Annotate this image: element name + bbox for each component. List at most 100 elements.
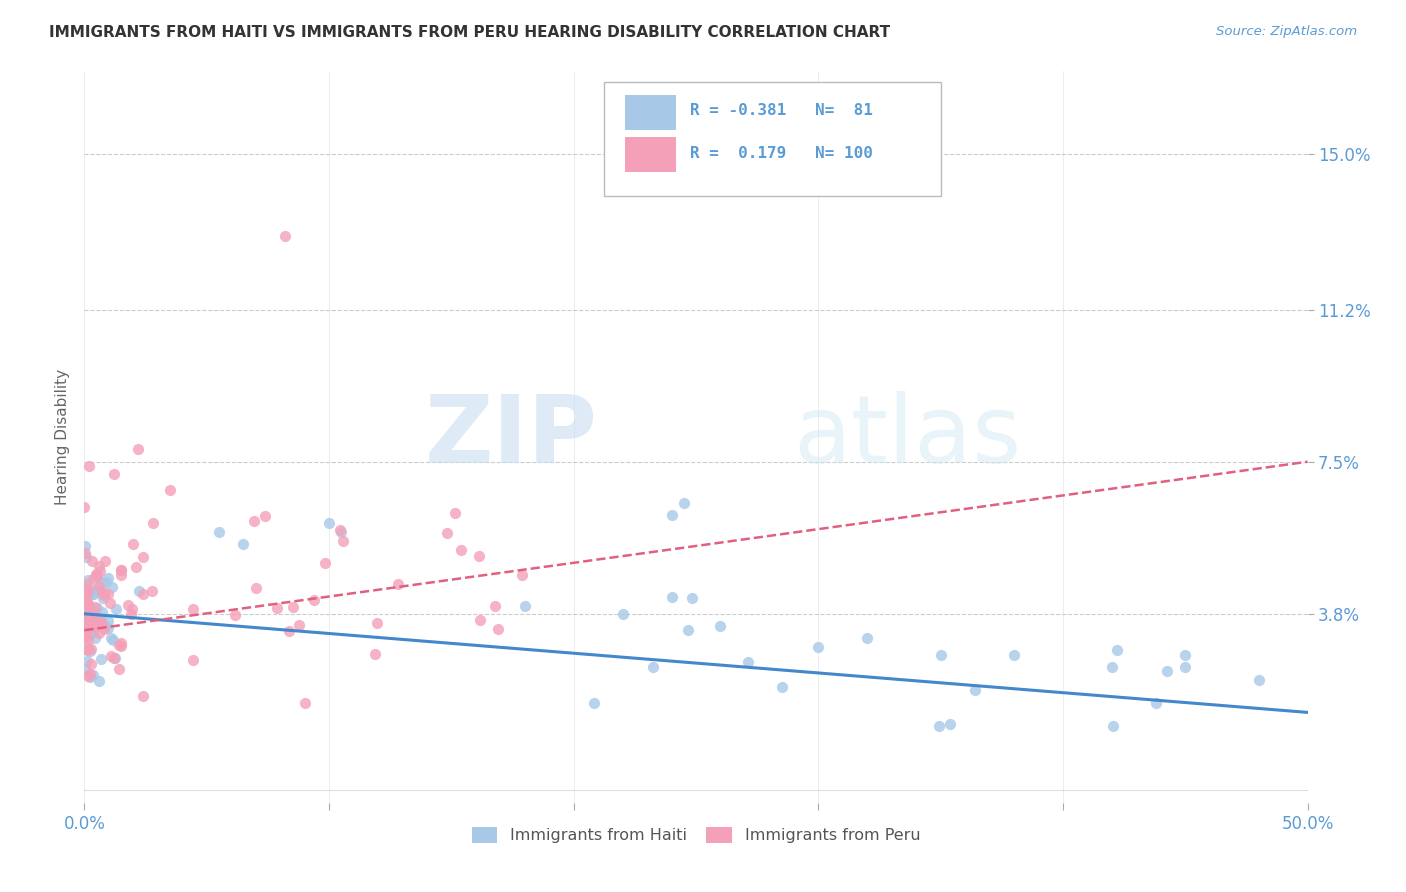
- Point: [86, 569, 108, 583]
- Text: ZIP: ZIP: [425, 391, 598, 483]
- Point: [486, 622, 509, 636]
- Point: [484, 599, 506, 613]
- Point: [86, 567, 108, 582]
- Point: [83, 599, 105, 614]
- Point: [76, 586, 98, 600]
- Point: [86, 601, 108, 615]
- Point: [84, 632, 107, 646]
- Point: [513, 599, 536, 613]
- Point: [91, 591, 114, 606]
- Text: atlas: atlas: [794, 391, 1022, 483]
- Point: [80, 553, 103, 567]
- Point: [583, 696, 606, 710]
- Point: [159, 483, 181, 498]
- Point: [97, 587, 120, 601]
- Point: [75, 593, 97, 607]
- Point: [76, 654, 98, 668]
- Point: [87, 559, 110, 574]
- Point: [468, 613, 491, 627]
- Point: [80, 582, 103, 597]
- Point: [87, 579, 110, 593]
- Point: [294, 696, 316, 710]
- Point: [314, 556, 336, 570]
- Point: [77, 608, 100, 623]
- Point: [288, 617, 311, 632]
- Point: [82, 624, 104, 638]
- Point: [104, 651, 127, 665]
- Point: [1156, 664, 1178, 678]
- Point: [75, 577, 97, 591]
- Point: [79, 615, 101, 629]
- Point: [266, 600, 288, 615]
- Point: [1107, 642, 1129, 657]
- Point: [108, 662, 131, 676]
- Point: [281, 599, 304, 614]
- Point: [79, 644, 101, 658]
- Point: [366, 616, 388, 631]
- Text: R =  0.179   N= 100: R = 0.179 N= 100: [690, 145, 873, 161]
- Point: [125, 560, 148, 574]
- Point: [82, 573, 104, 587]
- Point: [120, 607, 142, 621]
- Point: [84, 619, 107, 633]
- Y-axis label: Hearing Disability: Hearing Disability: [55, 369, 70, 505]
- Point: [450, 542, 472, 557]
- Point: [90, 613, 112, 627]
- Point: [770, 680, 793, 694]
- Point: [76, 642, 98, 657]
- Point: [76, 598, 98, 612]
- Point: [91, 575, 114, 590]
- Point: [1247, 673, 1270, 687]
- Point: [80, 614, 103, 628]
- Legend: Immigrants from Haiti, Immigrants from Peru: Immigrants from Haiti, Immigrants from P…: [465, 821, 927, 850]
- Point: [142, 516, 165, 531]
- Point: [96, 618, 118, 632]
- Point: [82, 587, 104, 601]
- Point: [387, 576, 409, 591]
- Point: [77, 608, 100, 623]
- Point: [612, 607, 634, 621]
- Point: [468, 549, 491, 564]
- Point: [103, 467, 125, 481]
- Point: [254, 509, 277, 524]
- Point: [90, 616, 112, 631]
- Point: [75, 549, 97, 564]
- Point: [103, 651, 125, 665]
- Point: [86, 567, 108, 582]
- Point: [75, 621, 97, 635]
- Point: [363, 648, 385, 662]
- Bar: [626, 137, 676, 172]
- Point: [79, 603, 101, 617]
- Point: [90, 615, 112, 629]
- Point: [79, 616, 101, 631]
- Text: Source: ZipAtlas.com: Source: ZipAtlas.com: [1216, 25, 1357, 38]
- Point: [132, 587, 155, 601]
- Point: [963, 682, 986, 697]
- Point: [73, 606, 96, 620]
- Point: [661, 591, 683, 605]
- Point: [681, 591, 703, 605]
- Point: [132, 550, 155, 565]
- Point: [929, 648, 952, 662]
- Point: [79, 667, 101, 681]
- Point: [1002, 648, 1025, 662]
- Point: [73, 611, 96, 625]
- Point: [110, 563, 132, 577]
- Point: [73, 626, 96, 640]
- Point: [73, 539, 96, 553]
- Point: [73, 662, 96, 676]
- Point: [104, 602, 127, 616]
- Point: [76, 630, 98, 644]
- Point: [77, 633, 100, 648]
- Point: [1144, 696, 1167, 710]
- Point: [77, 574, 100, 588]
- Point: [329, 523, 352, 537]
- Point: [91, 585, 114, 599]
- Point: [80, 619, 103, 633]
- Text: R = -0.381   N=  81: R = -0.381 N= 81: [690, 103, 873, 119]
- Point: [97, 614, 120, 628]
- Point: [737, 655, 759, 669]
- Point: [90, 606, 112, 620]
- Point: [100, 596, 122, 610]
- Point: [181, 652, 204, 666]
